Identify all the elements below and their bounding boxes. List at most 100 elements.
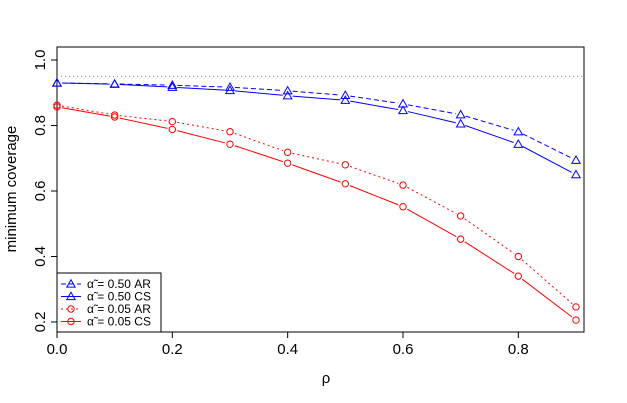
series-line-segment <box>350 95 399 104</box>
x-tick-label: 0.4 <box>277 341 298 358</box>
data-point <box>226 128 234 136</box>
y-tick-label: 0.2 <box>32 312 49 333</box>
data-point <box>282 85 293 95</box>
data-point <box>168 125 177 134</box>
data-point <box>167 81 178 91</box>
data-point <box>282 90 293 100</box>
data-point <box>399 203 407 211</box>
data-point <box>341 161 350 169</box>
series-line-segment <box>522 133 572 159</box>
plot-frame <box>56 46 585 333</box>
series-line-segment <box>177 121 226 132</box>
data-point <box>455 109 466 119</box>
data-point <box>397 105 409 115</box>
y-tick-label: 1.0 <box>32 50 49 71</box>
series-layer <box>51 77 582 324</box>
data-point <box>572 303 580 311</box>
data-point <box>341 180 350 188</box>
series-line-segment <box>234 86 283 91</box>
x-axis: 0.0 0.2 0.4 0.6 0.8 <box>47 332 529 358</box>
series-line-segment <box>61 82 110 85</box>
data-point <box>51 77 63 87</box>
data-point <box>224 81 236 91</box>
data-point <box>340 95 351 104</box>
data-point <box>53 103 61 111</box>
legend-marker <box>65 278 77 288</box>
data-point <box>283 148 292 157</box>
data-point <box>224 85 236 95</box>
data-point <box>455 118 466 128</box>
series-4 <box>53 103 580 324</box>
data-point <box>513 138 524 148</box>
y-axis-title: minimum coverage <box>3 126 20 253</box>
y-tick-label: 0.4 <box>32 246 49 267</box>
y-tick-label: 0.8 <box>32 115 49 136</box>
data-point <box>168 117 177 126</box>
series-line-segment <box>119 117 168 129</box>
series-line-segment <box>292 152 341 165</box>
series-line-segment <box>350 100 399 111</box>
series-line-segment <box>234 132 284 152</box>
data-point <box>399 181 407 189</box>
series-line-segment <box>349 165 399 184</box>
series-line-segment <box>464 218 515 255</box>
legend-item: α̃ = 0.05 AR <box>61 302 151 316</box>
series-line-segment <box>407 208 457 238</box>
legend-item: α̃ = 0.05 CS <box>61 315 151 329</box>
y-axis: 0.2 0.4 0.6 0.8 1.0 <box>32 50 57 333</box>
data-point <box>110 111 119 119</box>
series-line-segment <box>234 145 284 163</box>
data-point <box>109 79 120 88</box>
x-tick-label: 0.0 <box>47 341 68 358</box>
data-point <box>456 212 465 220</box>
series-line-segment <box>119 83 168 88</box>
series-line-segment <box>407 111 456 124</box>
series-line-segment <box>177 86 226 91</box>
data-point <box>513 126 524 136</box>
data-point <box>514 272 523 280</box>
legend-item: α̃ = 0.50 AR <box>61 277 151 291</box>
legend: α̃ = 0.50 ARα̃ = 0.50 CSα̃ = 0.05 ARα̃ =… <box>56 272 162 333</box>
series-line-segment <box>292 90 341 96</box>
series-line-segment <box>292 164 341 183</box>
series-line-segment <box>119 115 168 122</box>
legend-label: α̃ = 0.50 AR <box>87 277 151 291</box>
data-point <box>572 316 580 324</box>
series-line-segment <box>61 105 110 115</box>
legend-marker <box>67 305 75 313</box>
data-point <box>570 155 582 164</box>
series-line-segment <box>521 259 573 305</box>
series-line-segment <box>465 125 514 143</box>
data-point <box>283 159 292 167</box>
data-point <box>167 80 178 89</box>
series-line-segment <box>234 90 283 96</box>
data-point <box>570 169 582 179</box>
y-tick-label: 0.6 <box>32 181 49 202</box>
legend-label: α̃ = 0.50 CS <box>87 290 151 304</box>
data-point <box>226 140 234 148</box>
series-line-segment <box>349 185 399 206</box>
series-line-segment <box>61 107 110 117</box>
legend-label: α̃ = 0.05 AR <box>87 302 151 316</box>
data-point <box>340 90 351 100</box>
series-line-segment <box>522 146 572 173</box>
series-line-segment <box>407 187 457 214</box>
legend-label: α̃ = 0.05 CS <box>87 315 151 329</box>
legend-item: α̃ = 0.50 CS <box>61 290 151 304</box>
legend-marker <box>65 291 77 301</box>
data-point <box>110 113 119 121</box>
legend-marker <box>67 317 75 326</box>
series-line-segment <box>292 95 341 101</box>
x-tick-label: 0.6 <box>393 341 414 358</box>
x-tick-label: 0.2 <box>162 341 183 358</box>
data-point <box>514 252 523 261</box>
series-line-segment <box>522 278 573 318</box>
data-point <box>456 235 465 243</box>
series-line-segment <box>407 104 456 115</box>
series-line-segment <box>465 115 514 131</box>
series-line-segment <box>177 84 226 88</box>
series-line-segment <box>464 241 515 274</box>
x-tick-label: 0.8 <box>508 341 529 358</box>
series-2 <box>51 77 582 179</box>
